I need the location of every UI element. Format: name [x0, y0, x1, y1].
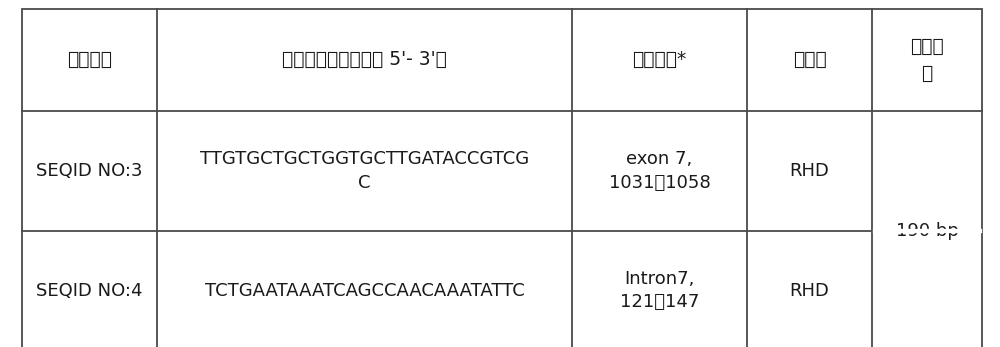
- Text: TTGTGCTGCTGGTGCTTGATACCGTCG
C: TTGTGCTGCTGGTGCTTGATACCGTCG C: [200, 150, 529, 192]
- Text: 190 bp: 190 bp: [896, 222, 958, 240]
- Text: 引物位置*: 引物位置*: [632, 50, 687, 69]
- Text: exon 7,
1031～1058: exon 7, 1031～1058: [609, 150, 710, 192]
- Text: RHD: RHD: [790, 282, 829, 299]
- Text: RHD: RHD: [790, 162, 829, 180]
- Text: Intron7,
121～147: Intron7, 121～147: [620, 270, 699, 311]
- Text: TCTGAATAAATCAGCCAACAAATATTC: TCTGAATAAATCAGCCAACAAATATTC: [205, 282, 524, 299]
- Text: 扩增产
物: 扩增产 物: [910, 37, 944, 83]
- Text: 特异性: 特异性: [793, 50, 826, 69]
- Text: 引物编号: 引物编号: [67, 50, 112, 69]
- Text: 寺核苷酸引物序列（ 5'- 3'）: 寺核苷酸引物序列（ 5'- 3'）: [282, 50, 447, 69]
- Text: SEQID NO:4: SEQID NO:4: [36, 282, 143, 299]
- Text: SEQID NO:3: SEQID NO:3: [36, 162, 143, 180]
